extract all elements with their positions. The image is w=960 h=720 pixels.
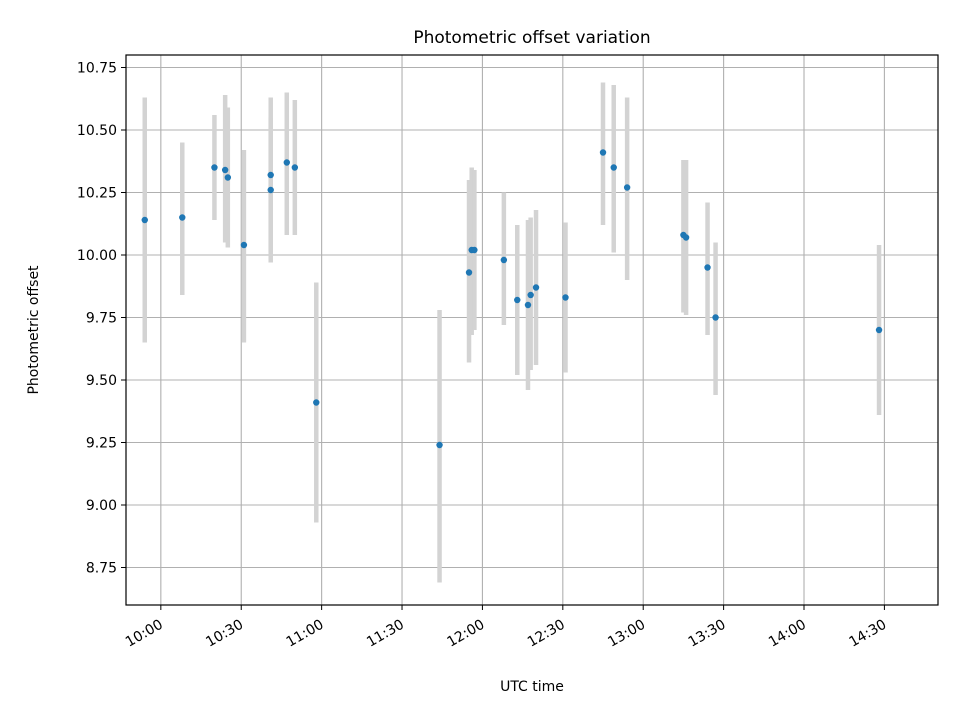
data-point — [240, 241, 248, 249]
data-point — [524, 301, 532, 309]
data-point — [141, 216, 148, 224]
data-point — [291, 164, 299, 171]
data-point — [179, 214, 186, 221]
data-point — [514, 296, 521, 304]
data-point — [500, 256, 508, 264]
y-tick-label: 8.75 — [86, 561, 117, 577]
y-tick-label: 9.75 — [86, 311, 117, 327]
y-tick-label: 9.50 — [86, 373, 117, 389]
data-point — [610, 164, 617, 171]
data-point — [471, 246, 478, 254]
data-point — [436, 441, 443, 449]
y-tick-label: 10.25 — [77, 186, 117, 202]
data-point — [283, 159, 290, 166]
data-point — [599, 149, 607, 156]
data-point — [267, 186, 274, 194]
data-point — [221, 166, 229, 174]
data-point — [313, 399, 320, 406]
data-point — [875, 326, 883, 334]
plot-frame — [125, 54, 939, 606]
data-point — [211, 164, 218, 171]
data-point — [465, 269, 473, 276]
data-point — [562, 294, 569, 301]
y-tick-label: 9.25 — [86, 436, 117, 452]
data-point — [682, 234, 690, 241]
data-point — [224, 174, 232, 181]
data-point — [704, 264, 711, 271]
data-point — [712, 314, 719, 321]
data-point — [267, 171, 274, 179]
y-tick-label: 9.00 — [86, 498, 117, 514]
data-point — [527, 291, 534, 299]
data-point — [532, 284, 540, 291]
data-points — [141, 149, 883, 449]
data-point — [623, 184, 631, 191]
x-axis-label: UTC time — [500, 679, 564, 695]
y-tick-label: 10.50 — [77, 123, 117, 139]
y-axis-label: Photometric offset — [26, 265, 42, 395]
chart-title: Photometric offset variation — [413, 28, 650, 48]
y-tick-label: 10.00 — [77, 248, 117, 264]
y-tick-label: 10.75 — [77, 61, 117, 77]
